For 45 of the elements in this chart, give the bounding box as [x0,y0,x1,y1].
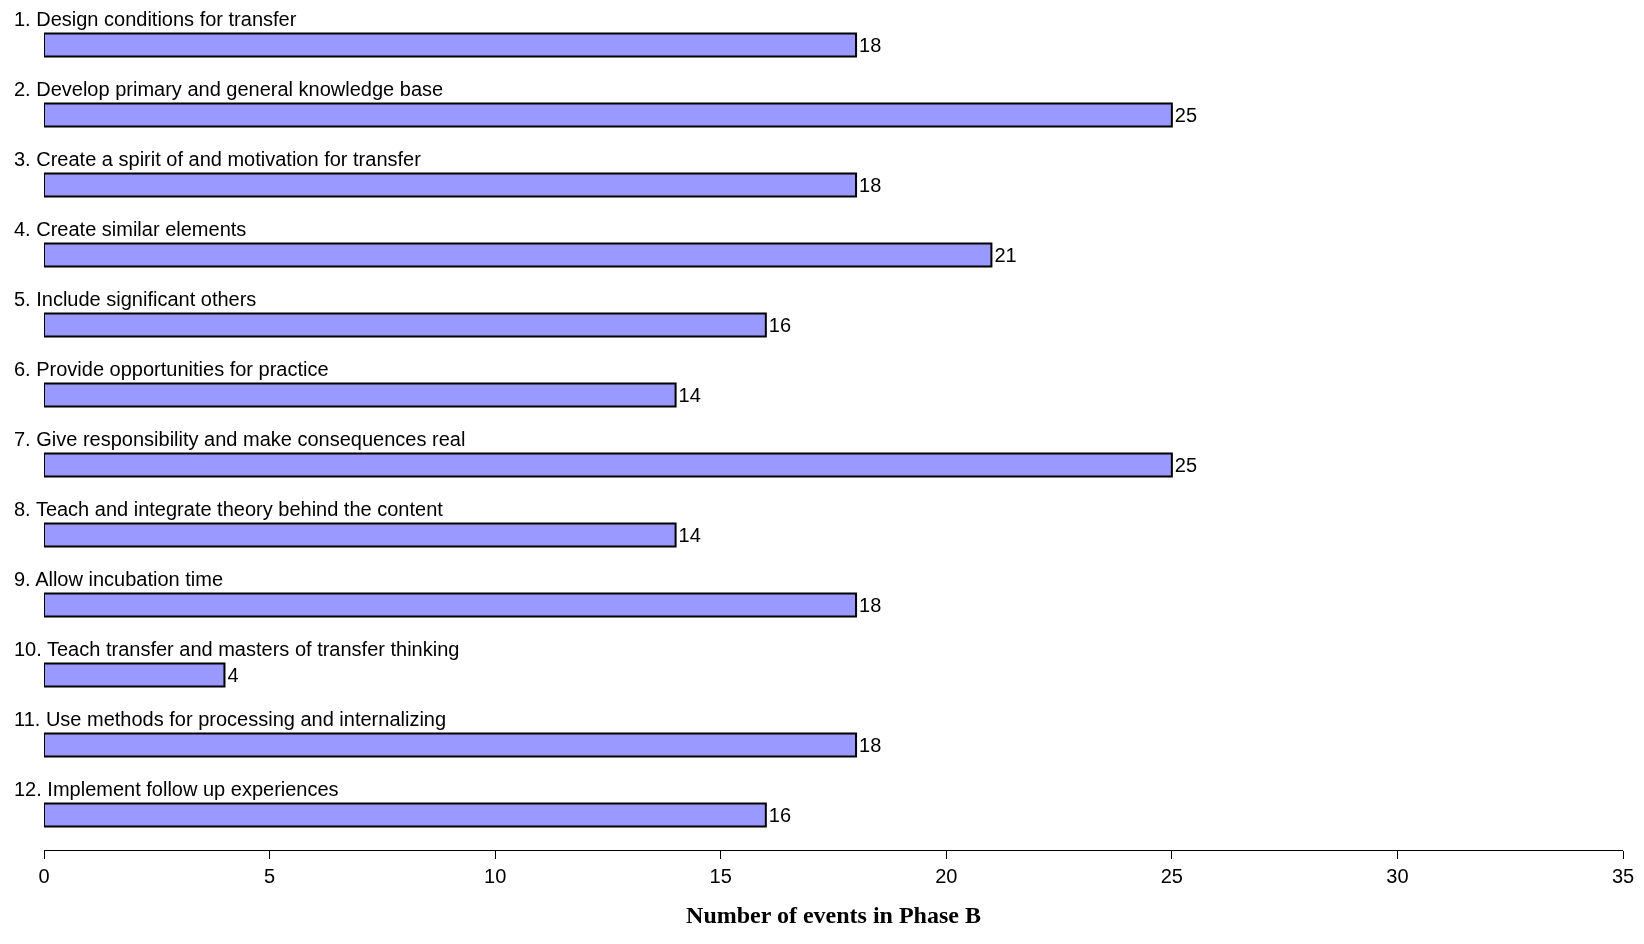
y-tick-label: 8. Teach and integrate theory behind the content [14,498,444,520]
bar [44,242,993,268]
bar [44,312,767,338]
data-label: 4 [227,664,239,686]
x-tick-label: 30 [1386,865,1409,887]
bar [44,172,858,198]
y-tick-label: 12. Implement follow up experiences [14,778,339,800]
y-tick-label: 4. Create similar elements [14,218,247,240]
x-tick-label: 15 [709,865,732,887]
data-label: 14 [678,524,701,546]
x-axis-title: Number of events in Phase B [686,902,981,929]
x-tick-label: 5 [264,865,276,887]
y-tick-label: 1. Design conditions for transfer [14,8,297,30]
x-tick-label: 20 [935,865,958,887]
bar [44,32,858,58]
data-label: 25 [1174,104,1198,126]
bar [44,732,858,758]
y-tick-label: 3. Create a spirit of and motivation for transfer [14,148,422,170]
data-label: 21 [994,244,1017,266]
y-tick-label: 2. Develop primary and general knowledge base [14,78,444,100]
x-tick-label: 0 [38,865,50,887]
bar [44,102,1173,128]
data-label: 16 [768,314,792,336]
x-tick-label: 10 [484,865,507,887]
y-tick-label: 9. Allow incubation time [14,568,224,590]
bar [44,522,677,548]
bar [44,802,767,828]
bar [44,382,677,408]
data-label: 16 [768,804,792,826]
y-tick-label: 11. Use methods for processing and internalizing [14,708,447,730]
data-label: 18 [859,734,882,756]
x-tick-label: 25 [1160,865,1183,887]
y-tick-label: 6. Provide opportunities for practice [14,358,329,380]
data-label: 14 [678,384,701,406]
y-tick-label: 7. Give responsibility and make consequences real [14,428,466,450]
data-label: 25 [1174,454,1198,476]
bar [44,662,226,688]
y-tick-label: 10. Teach transfer and masters of transfer thinking [14,638,460,660]
x-tick-label: 35 [1611,865,1635,887]
bar [44,592,858,618]
bar [44,452,1173,478]
data-label: 18 [859,594,882,616]
y-tick-label: 5. Include significant others [14,288,257,310]
data-label: 18 [859,174,882,196]
data-label: 18 [859,34,882,56]
